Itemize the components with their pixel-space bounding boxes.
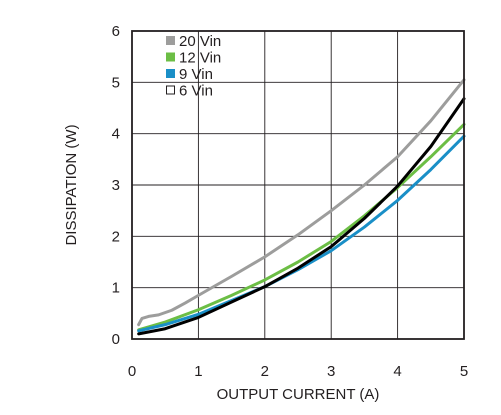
legend-label: 12 Vin xyxy=(179,50,221,67)
x-tick-label: 2 xyxy=(261,363,269,380)
legend-marker xyxy=(166,85,175,95)
y-tick-label: 6 xyxy=(112,23,120,40)
legend-item-20-vin: 20 Vin xyxy=(166,33,221,50)
series-layer xyxy=(137,78,466,336)
legend-label: 6 Vin xyxy=(179,83,213,100)
x-tick-label: 4 xyxy=(393,363,401,380)
y-tick-label: 3 xyxy=(112,177,120,194)
plot-frame xyxy=(131,30,465,340)
x-tick-label: 3 xyxy=(327,363,335,380)
series-line-20-vin xyxy=(137,78,466,327)
legend-marker xyxy=(166,52,175,62)
y-tick-label: 0 xyxy=(112,331,120,348)
legend-item-6-vin: 6 Vin xyxy=(166,83,213,100)
series-line-12-vin xyxy=(137,122,466,332)
x-tick-label: 0 xyxy=(128,363,136,380)
legend-item-12-vin: 12 Vin xyxy=(166,50,221,67)
y-axis-label: DISSIPATION (W) xyxy=(63,124,80,245)
y-tick-label: 4 xyxy=(112,126,120,143)
y-tick-label: 5 xyxy=(112,74,120,91)
y-tick-label: 1 xyxy=(112,280,120,297)
legend-label: 9 Vin xyxy=(179,66,213,83)
legend-marker xyxy=(166,36,175,45)
y-tick-label: 2 xyxy=(112,228,120,245)
x-axis-label: OUTPUT CURRENT (A) xyxy=(217,386,380,403)
legend-marker xyxy=(166,69,175,78)
series-line-6-vin xyxy=(137,97,466,336)
legend-item-9-vin: 9 Vin xyxy=(166,66,213,83)
ticks-layer: 0 1 2 3 4 5 0 1 2 3 4 5 6 xyxy=(112,23,469,380)
x-tick-label: 1 xyxy=(194,363,202,380)
legend-label: 20 Vin xyxy=(179,33,221,50)
x-tick-label: 5 xyxy=(460,363,468,380)
